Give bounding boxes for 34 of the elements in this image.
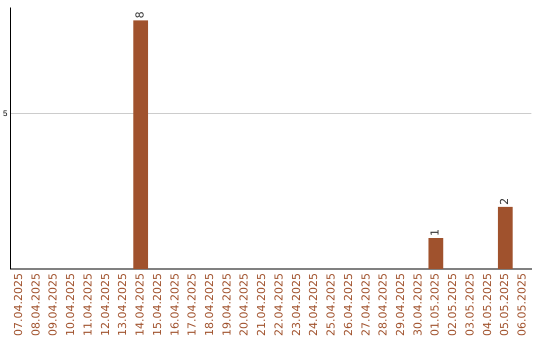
x-tick-label: 10.04.2025 (64, 273, 78, 336)
x-tick-label: 11.04.2025 (81, 273, 94, 336)
x-tick-label: 17.04.2025 (186, 273, 199, 336)
x-tick-label: 07.04.2025 (12, 273, 25, 336)
x-tick-label: 16.04.2025 (168, 273, 182, 336)
x-tick-label: 23.04.2025 (290, 273, 303, 336)
x-tick-label: 09.04.2025 (46, 273, 60, 336)
x-tick-label: 24.04.2025 (307, 273, 320, 336)
x-tick-label: 22.04.2025 (272, 273, 286, 336)
x-tick-label: 03.05.2025 (463, 273, 476, 336)
data-label: 8 (134, 11, 147, 18)
x-tick-label: 25.04.2025 (324, 273, 338, 336)
x-tick-label: 19.04.2025 (220, 273, 234, 336)
x-tick-label: 15.04.2025 (150, 273, 164, 336)
x-tick-label: 21.04.2025 (255, 273, 268, 336)
data-label: 1 (428, 228, 442, 236)
x-tick-label: 26.04.2025 (342, 273, 355, 336)
x-tick-label: 04.05.2025 (480, 273, 494, 336)
x-tick-label: 30.04.2025 (411, 273, 424, 336)
x-tick-label: 12.04.2025 (98, 273, 112, 336)
x-tick-label: 28.04.2025 (376, 273, 390, 336)
y-tick-label: 5 (2, 108, 8, 118)
x-tick-label: 05.05.2025 (498, 273, 512, 336)
x-tick-label: 01.05.2025 (428, 273, 442, 336)
x-tick-label: 02.05.2025 (446, 273, 460, 336)
x-tick-label: 27.04.2025 (359, 273, 372, 336)
x-tick-label: 14.04.2025 (134, 273, 147, 336)
data-label: 2 (498, 198, 512, 205)
x-tick-label: 18.04.2025 (202, 273, 216, 336)
x-tick-label: 20.04.2025 (238, 273, 251, 336)
x-tick-label: 13.04.2025 (116, 273, 130, 336)
x-tick-label: 29.04.2025 (394, 273, 407, 336)
x-tick-label: 06.05.2025 (516, 273, 529, 336)
x-tick-label: 08.04.2025 (29, 273, 42, 336)
